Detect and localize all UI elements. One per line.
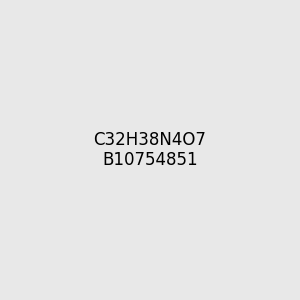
Text: C32H38N4O7
B10754851: C32H38N4O7 B10754851 (94, 130, 206, 170)
